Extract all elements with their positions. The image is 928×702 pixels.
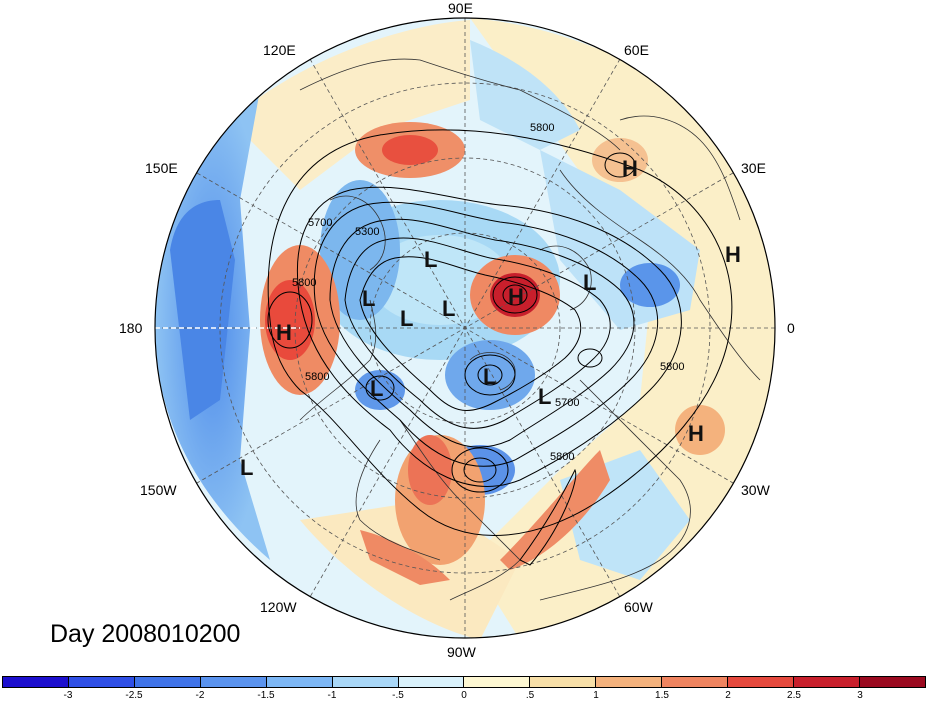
colorbar-tick-label: -2 — [195, 690, 205, 701]
colorbar-swatch — [68, 677, 135, 687]
contour-label-5800-e: 5800 — [550, 451, 574, 463]
colorbar-swatch — [859, 677, 925, 687]
low-marker: L — [483, 364, 496, 389]
high-marker: H — [725, 242, 741, 267]
longitude-labels: 90E 60E 30E 0 30W 60W 90W 120W 150W 180 … — [119, 0, 795, 660]
low-marker: L — [442, 296, 455, 321]
colorbar-swatch — [332, 677, 399, 687]
low-marker: L — [400, 306, 413, 331]
colorbar-swatch — [134, 677, 201, 687]
colorbar-swatch — [728, 677, 795, 687]
colorbar-swatch — [530, 677, 597, 687]
lon-label-150w: 150W — [140, 482, 177, 498]
colorbar-tick-label: 1 — [593, 690, 599, 701]
colorbar-ticks: -3 -2.5 -2 -1.5 -1 -.5 0 .5 1 1.5 2 2.5 3 — [2, 690, 926, 702]
coastlines — [299, 58, 761, 601]
high-marker: H — [688, 421, 704, 446]
lon-label-90w: 90W — [447, 644, 477, 660]
low-marker: L — [362, 286, 375, 311]
map-border — [154, 17, 776, 639]
low-marker: L — [538, 384, 551, 409]
colorbar-tick-label: -3 — [63, 690, 73, 701]
day-title: Day 2008010200 — [50, 620, 241, 648]
colorbar-tick-label: 1.5 — [655, 690, 669, 701]
colorbar-swatch — [266, 677, 333, 687]
colorbar-swatch — [794, 677, 860, 687]
contour-label-5700-b: 5700 — [555, 397, 579, 409]
colorbar-tick-label: -1.5 — [257, 690, 275, 701]
colorbar — [2, 676, 926, 688]
lon-label-60e: 60E — [624, 42, 649, 58]
colorbar-tick-label: 2 — [725, 690, 731, 701]
lon-label-90e: 90E — [448, 0, 473, 16]
contour-label-5800-a: 5800 — [530, 122, 554, 134]
lon-label-150e: 150E — [145, 160, 178, 176]
colorbar-tick-label: -.5 — [392, 690, 404, 701]
colorbar-tick-label: 0 — [461, 690, 467, 701]
colorbar-tick-label: 3 — [857, 690, 863, 701]
contour-label-5800-d: 5800 — [660, 361, 684, 373]
colorbar-swatch — [596, 677, 663, 687]
pressure-centers: H H H H H L L L L L L L L L — [240, 156, 741, 480]
low-marker: L — [240, 455, 253, 480]
lon-label-120e: 120E — [263, 42, 296, 58]
colorbar-swatch — [662, 677, 729, 687]
colorbar-swatch — [464, 677, 531, 687]
lon-label-30e: 30E — [741, 160, 766, 176]
colorbar-swatch — [398, 677, 465, 687]
height-contours — [267, 129, 733, 566]
high-marker: H — [508, 284, 524, 309]
low-marker: L — [370, 376, 383, 401]
contour-labels: 5800 5700 5300 5800 5800 5800 5700 5800 — [292, 122, 684, 463]
colorbar-tick-label: -2.5 — [125, 690, 143, 701]
low-marker: L — [424, 247, 437, 272]
high-marker: H — [622, 156, 638, 181]
high-marker: H — [276, 320, 292, 345]
lon-label-30w: 30W — [741, 482, 771, 498]
contour-label-5800-b: 5800 — [292, 277, 316, 289]
lon-label-180: 180 — [119, 320, 143, 336]
contour-label-5800-c: 5800 — [305, 371, 329, 383]
colorbar-tick-label: .5 — [525, 690, 535, 701]
lon-label-60w: 60W — [624, 599, 654, 615]
lon-label-120w: 120W — [260, 599, 297, 615]
colorbar-tick-label: -1 — [327, 690, 337, 701]
contour-label-5700-a: 5700 — [308, 217, 332, 229]
colorbar-swatch — [200, 677, 267, 687]
colorbar-swatch — [3, 677, 69, 687]
colorbar-tick-label: 2.5 — [787, 690, 801, 701]
low-marker: L — [583, 270, 596, 295]
lon-label-0: 0 — [787, 320, 795, 336]
contour-label-5300: 5300 — [355, 226, 379, 238]
